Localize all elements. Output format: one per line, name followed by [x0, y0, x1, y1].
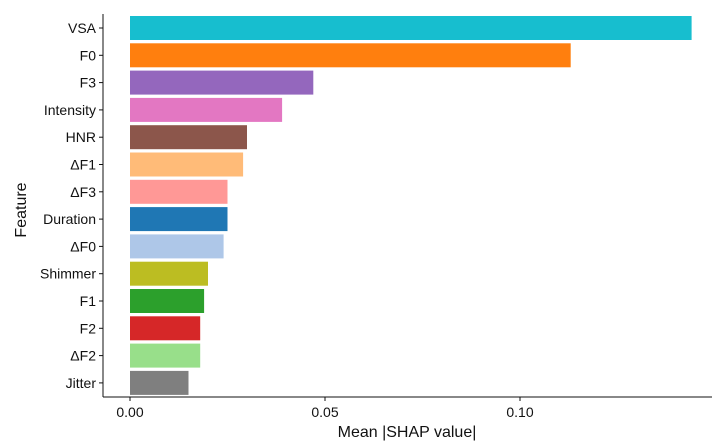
y-label-f0: F0	[80, 47, 97, 63]
x-tick-label-0: 0.00	[116, 404, 143, 420]
x-tick-label-2: 0.10	[506, 404, 533, 420]
bar-delta-f0	[130, 234, 224, 259]
bar-hnr	[130, 125, 247, 150]
bar-vsa	[130, 16, 692, 40]
y-label-delta-f2: ΔF2	[70, 348, 96, 364]
bar-shimmer	[130, 261, 208, 286]
y-label-vsa: VSA	[68, 20, 97, 36]
bar-jitter	[130, 370, 189, 395]
y-label-delta-f0: ΔF0	[70, 238, 96, 254]
bar-delta-f2	[130, 343, 201, 368]
bars-group	[130, 16, 692, 395]
y-label-jitter: Jitter	[66, 375, 97, 391]
bar-intensity	[130, 97, 283, 122]
bar-duration	[130, 207, 228, 232]
bar-f2	[130, 316, 201, 341]
x-axis-title: Mean |SHAP value|	[338, 424, 477, 441]
y-label-hnr: HNR	[66, 129, 96, 145]
bar-f1	[130, 289, 205, 313]
y-label-duration: Duration	[43, 211, 96, 227]
y-label-delta-f3: ΔF3	[70, 184, 96, 200]
x-tick-label-1: 0.05	[311, 404, 338, 420]
bar-delta-f3	[130, 179, 228, 204]
y-axis-title: Feature	[13, 182, 30, 237]
y-label-f1: F1	[80, 293, 97, 309]
bar-f3	[130, 70, 314, 95]
bar-f0	[130, 43, 571, 68]
y-label-f3: F3	[80, 75, 97, 91]
y-label-shimmer: Shimmer	[40, 266, 96, 282]
y-label-intensity: Intensity	[44, 102, 96, 118]
bar-delta-f1	[130, 152, 244, 177]
y-label-delta-f1: ΔF1	[70, 157, 96, 173]
x-ticks: 0.00 0.05 0.10	[116, 397, 534, 420]
y-tick-labels: VSA F0 F3 Intensity HNR ΔF1 ΔF3 Duration ΔF0 Shim…	[40, 20, 103, 391]
y-label-f2: F2	[80, 320, 97, 336]
